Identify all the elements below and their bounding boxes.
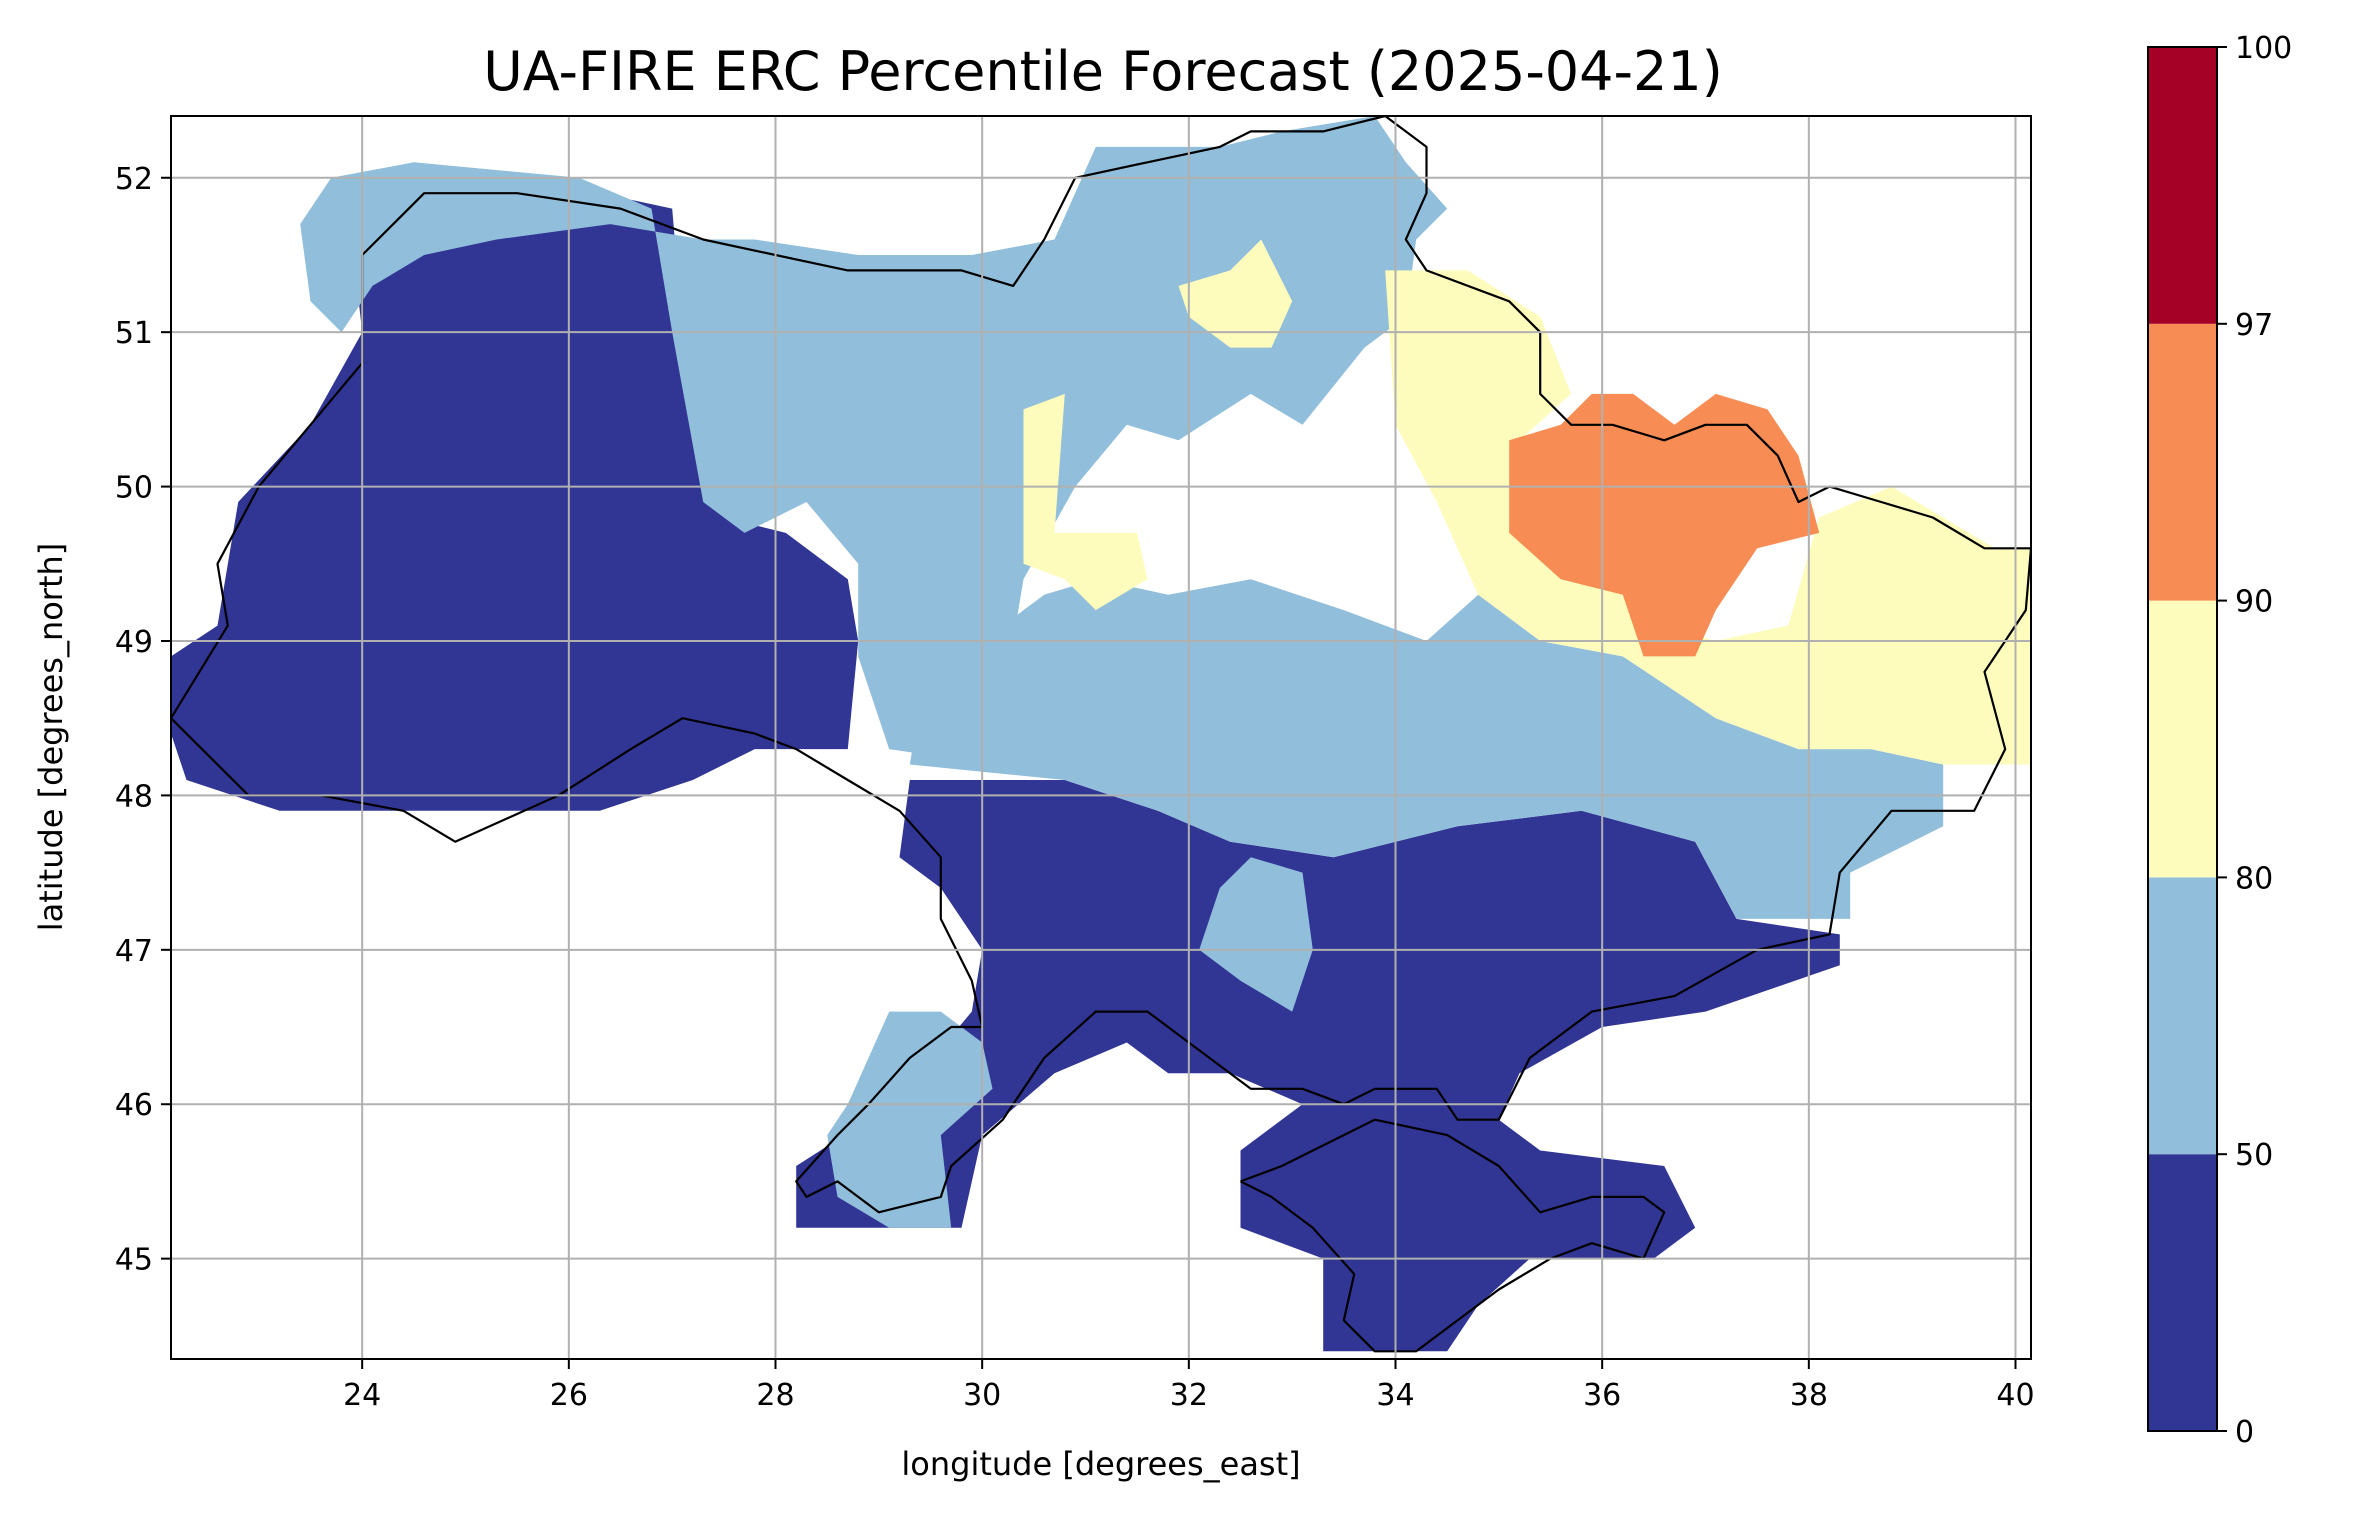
x-tick-label-24: 24 — [343, 1378, 381, 1413]
x-tick-label-32: 32 — [1170, 1378, 1208, 1413]
y-tick-label-45: 45 — [115, 1243, 153, 1278]
colorbar-segment-97-100 — [2148, 47, 2217, 324]
colorbar-segment-50-80 — [2148, 877, 2217, 1155]
y-tick-label-48: 48 — [115, 779, 153, 814]
y-axis-label: latitude [degrees_north] — [32, 543, 70, 932]
region-90-97-0 — [1509, 393, 1820, 657]
colorbar-tick-label-100: 100 — [2235, 31, 2292, 66]
x-tick-label-34: 34 — [1376, 1378, 1414, 1413]
region-0-50-0 — [171, 193, 859, 811]
colorbar-tick-label-80: 80 — [2235, 861, 2273, 896]
colorbar-segment-0-50 — [2148, 1154, 2217, 1431]
region-50-80-1 — [909, 579, 1944, 919]
colorbar-segment-90-97 — [2148, 323, 2217, 601]
region-0-50-1 — [796, 780, 1840, 1352]
erc-regions — [171, 116, 2031, 1352]
colorbar: 0 50 80 90 97 100 — [2147, 31, 2292, 1450]
region-50-80-3 — [1199, 857, 1313, 1012]
y-tick-label-50: 50 — [115, 471, 153, 506]
chart-title: UA-FIRE ERC Percentile Forecast (2025-04… — [483, 40, 1723, 103]
x-tick-label-38: 38 — [1790, 1378, 1828, 1413]
x-axis-ticks: 24 26 28 30 32 34 36 38 40 — [343, 1359, 2035, 1413]
region-50-80-2 — [827, 1011, 993, 1228]
colorbar-segment-80-90 — [2148, 600, 2217, 878]
x-tick-label-26: 26 — [550, 1378, 588, 1413]
x-tick-label-30: 30 — [963, 1378, 1001, 1413]
region-80-90-1 — [1178, 239, 1293, 348]
y-tick-label-46: 46 — [115, 1088, 153, 1123]
y-tick-label-47: 47 — [115, 934, 153, 969]
y-axis-ticks: 45 46 47 48 49 50 51 52 — [115, 162, 171, 1278]
x-tick-label-40: 40 — [1996, 1378, 2034, 1413]
colorbar-tick-label-50: 50 — [2235, 1138, 2273, 1173]
colorbar-tick-label-0: 0 — [2235, 1415, 2254, 1450]
colorbar-tick-label-97: 97 — [2235, 308, 2273, 343]
x-tick-label-36: 36 — [1583, 1378, 1621, 1413]
y-tick-label-52: 52 — [115, 162, 153, 197]
border-line-1 — [1240, 1118, 1666, 1353]
colorbar-tick-label-90: 90 — [2235, 585, 2273, 620]
y-tick-label-51: 51 — [115, 316, 153, 351]
colorbar-frame — [2147, 46, 2218, 1432]
region-50-80-0 — [300, 116, 1448, 765]
plot-frame — [170, 115, 2032, 1360]
x-axis-label: longitude [degrees_east] — [901, 1445, 1300, 1483]
y-tick-label-49: 49 — [115, 625, 153, 660]
x-tick-label-28: 28 — [756, 1378, 794, 1413]
grid-lines — [171, 116, 2031, 1359]
region-80-90-0 — [1023, 393, 1148, 611]
